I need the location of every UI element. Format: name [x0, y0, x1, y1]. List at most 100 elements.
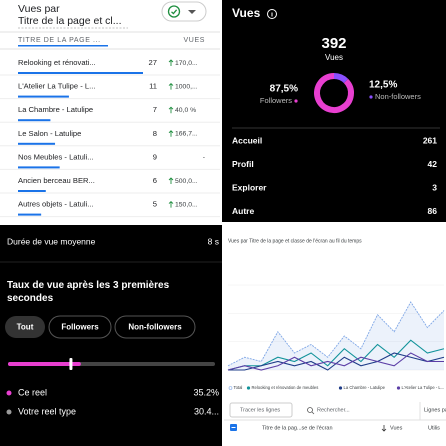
tab-label: Tout — [17, 323, 34, 332]
column-header: Utilis — [428, 425, 440, 431]
search-placeholder: Rechercher... — [317, 407, 350, 413]
check-icon — [167, 5, 181, 18]
row-title: Autres objets - Latuli... — [18, 200, 94, 209]
row-views: 7 — [153, 105, 157, 114]
tab-label: Non-followers — [128, 323, 182, 332]
row-views: 27 — [149, 58, 157, 67]
header-dimension: Titre de la page et cl... — [18, 15, 122, 27]
search-icon — [307, 407, 313, 413]
chart-title: Vues par Titre de la page et classe de l… — [228, 238, 362, 244]
source-name: Autre — [232, 206, 254, 216]
tab[interactable] — [114, 315, 196, 339]
row-views: 11 — [149, 82, 157, 91]
row-value: 30.4... — [194, 406, 219, 416]
legend-label: Total — [234, 385, 243, 390]
row-change: - — [203, 154, 205, 161]
row-name: Ce reel — [18, 387, 47, 397]
tab-label: Followers — [61, 323, 99, 332]
legend-dot — [369, 95, 373, 99]
views-bar — [18, 72, 143, 74]
up-arrow — [168, 106, 174, 114]
check-mark — [171, 9, 178, 15]
slider-fill — [8, 362, 81, 366]
legend-dot — [6, 390, 12, 396]
legend-label: La Chambre - Latulipe — [344, 385, 386, 390]
views-bar — [18, 166, 60, 169]
avg-value: 8 s — [208, 236, 219, 246]
column-header: Vues — [390, 425, 403, 431]
source-value: 42 — [428, 159, 438, 169]
series-line — [227, 301, 445, 367]
row-change: 150,0... — [175, 201, 198, 208]
dropdown[interactable] — [161, 1, 207, 22]
views-bar — [18, 95, 69, 98]
header-title: Vues par — [18, 3, 60, 15]
views-bar — [18, 213, 42, 216]
row-title: Le Salon - Latulipe — [18, 129, 81, 138]
legend-dot — [294, 99, 298, 103]
panel-title: Vues — [232, 6, 261, 20]
legend-label: Relooking et rénovation de meubles — [252, 385, 319, 390]
source-name: Explorer — [232, 182, 267, 192]
row-title: Nos Meubles - Latuli... — [18, 152, 94, 161]
tab[interactable] — [48, 315, 112, 339]
up-arrow — [168, 82, 174, 90]
segment-percent: 87,5% — [270, 84, 298, 95]
source-name: Accueil — [232, 135, 262, 145]
legend-marker — [246, 386, 251, 390]
total-value: 392 — [321, 35, 346, 52]
avg-label: Durée de vue moyenne — [7, 236, 96, 246]
legend-marker — [338, 386, 343, 390]
row-name: Votre reel type — [18, 406, 76, 416]
source-value: 3 — [432, 182, 437, 192]
row-views: 5 — [153, 200, 157, 209]
views-bar — [18, 190, 46, 192]
retention-title: Taux de vue après les 3 premières seconde… — [7, 280, 170, 304]
source-value: 86 — [428, 206, 438, 216]
tab[interactable] — [5, 316, 45, 338]
source-value: 261 — [423, 135, 437, 145]
row-change: 1000,... — [175, 83, 198, 90]
donut-segment — [314, 73, 354, 113]
info-icon[interactable] — [267, 9, 277, 19]
column-header: Titre de la pag...se de l'écran — [262, 425, 333, 431]
row-title: L'Atelier La Tulipe - L... — [18, 82, 95, 91]
row-change: 166,7... — [175, 131, 198, 138]
source-name: Profil — [232, 159, 254, 169]
trace-button[interactable] — [229, 402, 293, 418]
legend-marker — [228, 386, 233, 390]
row-title: Ancien berceau BER... — [18, 176, 95, 185]
row-change: 40,0 % — [175, 107, 196, 114]
sort-arrow — [381, 425, 387, 432]
row-title: La Chambre - Latulipe — [18, 105, 93, 114]
slider-marker — [69, 358, 73, 370]
up-arrow — [168, 200, 174, 208]
legend-label: L'Atelier La Tulipe - L... — [402, 385, 445, 390]
series-line — [227, 352, 444, 371]
segment-name: Non-followers — [375, 92, 421, 101]
row-value: 35.2% — [193, 387, 219, 397]
legend-dot — [6, 409, 12, 415]
up-arrow — [168, 59, 174, 66]
column-header: TITRE DE LA PAGE ... — [18, 37, 101, 44]
row-views: 6 — [153, 176, 157, 185]
up-arrow — [168, 130, 174, 137]
search-icon-handle — [311, 411, 315, 415]
row-change: 170,0... — [175, 60, 198, 67]
column-header: VUES — [184, 37, 205, 44]
row-views: 8 — [153, 129, 157, 138]
dropdown-arrow — [188, 10, 196, 14]
total-label: Vues — [325, 53, 343, 62]
sort-indicator — [18, 45, 108, 47]
donut-segment — [333, 73, 349, 84]
views-bar — [18, 119, 51, 122]
total-area — [228, 302, 444, 370]
rows-per-page: Lignes pa — [424, 407, 446, 413]
segment-percent: 12,5% — [369, 80, 397, 91]
segment-name: Followers — [260, 96, 292, 105]
row-change: 500,0... — [175, 178, 198, 185]
legend-marker — [396, 386, 401, 390]
views-bar — [18, 142, 56, 145]
up-arrow — [168, 177, 174, 184]
